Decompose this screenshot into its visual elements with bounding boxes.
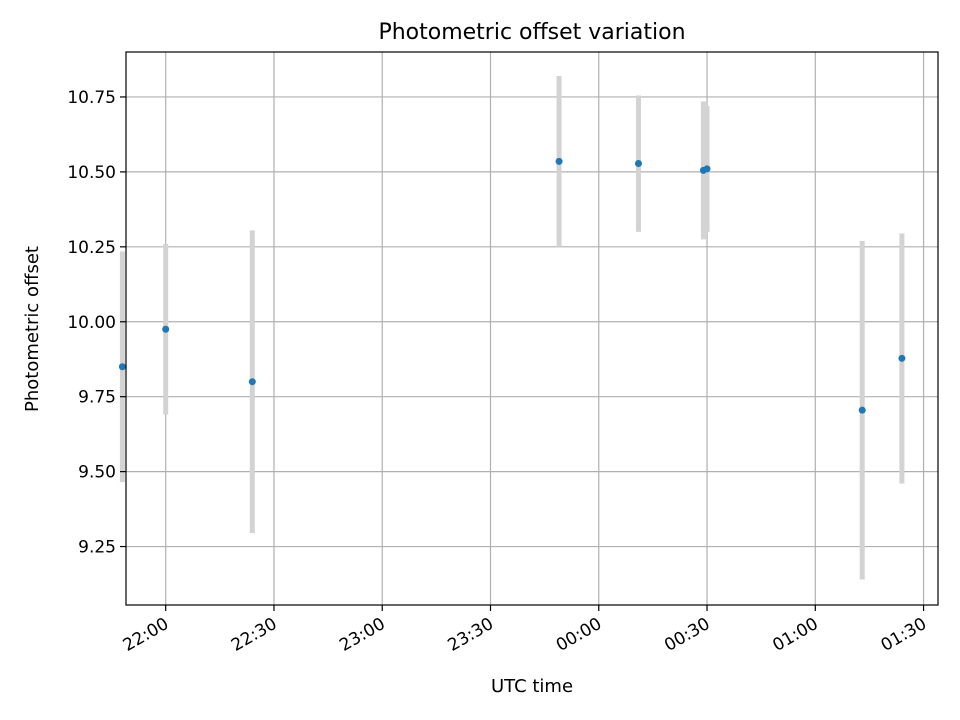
plot-frame	[125, 51, 939, 606]
data-point	[555, 157, 563, 165]
y-tick-label: 10.50	[67, 163, 116, 183]
x-axis-label: UTC time	[491, 676, 573, 697]
y-tick-label: 10.25	[67, 238, 116, 258]
y-axis-label: Photometric offset	[22, 246, 43, 412]
data-points	[118, 157, 906, 414]
y-tick-label: 9.25	[78, 538, 116, 558]
data-point	[858, 406, 866, 414]
chart-title: Photometric offset variation	[378, 20, 685, 45]
y-tick-label: 10.00	[67, 313, 116, 333]
data-point	[634, 159, 642, 167]
data-point	[118, 363, 126, 371]
plot-area	[126, 52, 938, 605]
data-point	[703, 165, 711, 173]
y-tick-label: 10.75	[67, 88, 116, 108]
data-point	[248, 378, 256, 386]
data-point	[162, 325, 170, 333]
y-tick-label: 9.75	[78, 388, 116, 408]
y-tick-label: 9.50	[78, 463, 116, 483]
grid	[126, 52, 938, 605]
data-point	[898, 354, 906, 362]
